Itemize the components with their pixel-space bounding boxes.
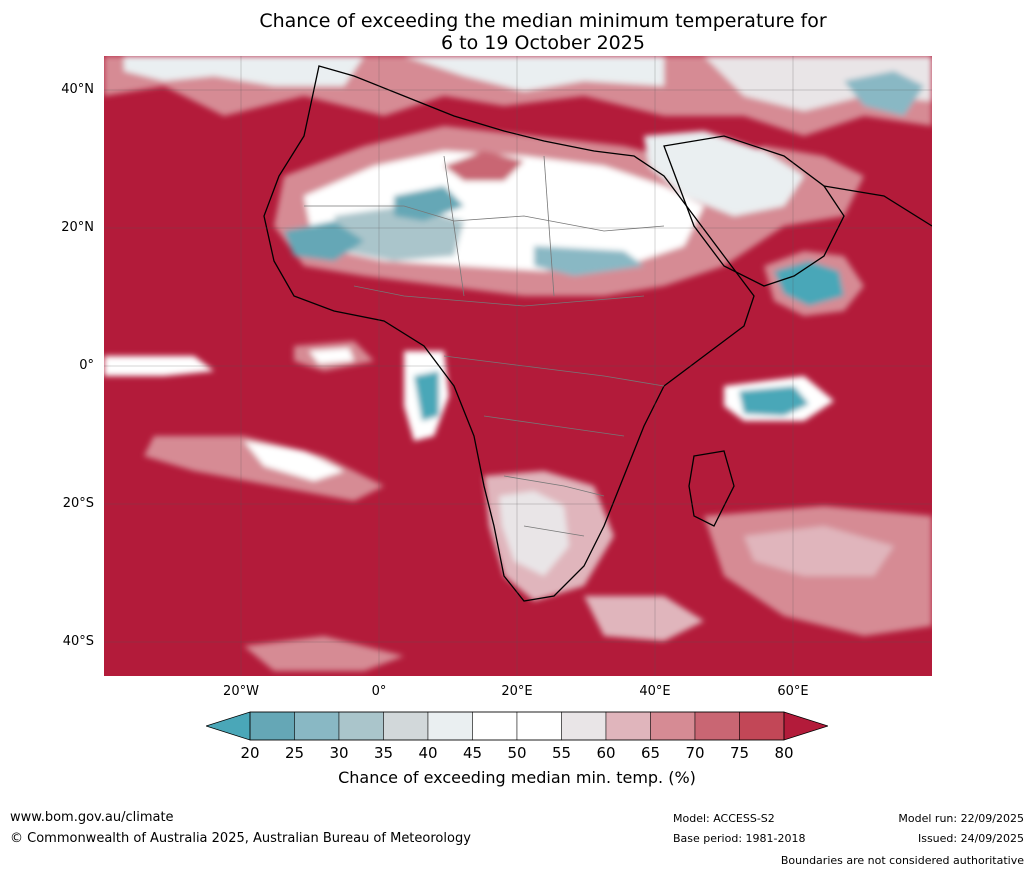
colorbar-tick-label: 55 bbox=[551, 744, 572, 762]
map-title: Chance of exceeding the median minimum t… bbox=[104, 10, 982, 54]
coastlines bbox=[263, 65, 932, 602]
colorbar-tick-label: 40 bbox=[418, 744, 438, 762]
colorbar-tick-label: 35 bbox=[373, 744, 394, 762]
colorbar-arrow-low bbox=[206, 712, 250, 740]
lat-label-20s: 20°S bbox=[62, 496, 94, 511]
colorbar-tick-label: 50 bbox=[507, 744, 527, 762]
lat-label-20n: 20°N bbox=[61, 220, 94, 235]
title-line-1: Chance of exceeding the median minimum t… bbox=[259, 10, 827, 32]
base-period-text: Base period: 1981-2018 bbox=[673, 832, 806, 845]
lat-label-0: 0° bbox=[79, 358, 94, 373]
colorbar-cell bbox=[249, 711, 295, 741]
colorbar-cell bbox=[338, 711, 384, 741]
colorbar-tick-label: 60 bbox=[596, 744, 616, 762]
graticule bbox=[104, 56, 932, 676]
colorbar bbox=[206, 711, 828, 741]
lon-label-20w: 20°W bbox=[223, 684, 259, 699]
colorbar-cell bbox=[650, 711, 696, 741]
country-borders bbox=[304, 155, 665, 537]
website-link[interactable]: www.bom.gov.au/climate bbox=[10, 810, 174, 825]
colorbar-tick-label: 75 bbox=[729, 744, 750, 762]
colorbar-tick-label: 30 bbox=[329, 744, 349, 762]
colorbar-cell bbox=[694, 711, 740, 741]
lon-label-40e: 40°E bbox=[639, 684, 671, 699]
issued-text: Issued: 24/09/2025 bbox=[917, 832, 1024, 845]
lon-label-20e: 20°E bbox=[501, 684, 533, 699]
colorbar-cells bbox=[206, 711, 828, 741]
copyright-text: © Commonwealth of Australia 2025, Austra… bbox=[10, 831, 471, 846]
colorbar-cell bbox=[605, 711, 651, 741]
model-text: Model: ACCESS-S2 bbox=[673, 812, 775, 825]
lon-label-60e: 60°E bbox=[777, 684, 809, 699]
map-canvas bbox=[104, 56, 932, 676]
model-run-text: Model run: 22/09/2025 bbox=[898, 812, 1024, 825]
colorbar-arrow-high bbox=[784, 712, 828, 740]
lon-label-0: 0° bbox=[371, 684, 387, 699]
colorbar-cell bbox=[516, 711, 562, 741]
title-line-2: 6 to 19 October 2025 bbox=[441, 32, 645, 54]
colorbar-cell bbox=[561, 711, 607, 741]
lat-label-40s: 40°S bbox=[62, 634, 94, 649]
colorbar-cell bbox=[472, 711, 518, 741]
colorbar-tick-label: 25 bbox=[284, 744, 305, 762]
colorbar-label: Chance of exceeding median min. temp. (%… bbox=[338, 768, 696, 787]
colorbar-tick-label: 65 bbox=[640, 744, 661, 762]
lat-label-40n: 40°N bbox=[61, 82, 94, 97]
colorbar-tick-label: 70 bbox=[685, 744, 705, 762]
probability-field bbox=[104, 56, 932, 671]
boundaries-note: Boundaries are not considered authoritat… bbox=[780, 854, 1024, 867]
colorbar-cell bbox=[427, 711, 473, 741]
colorbar-cell bbox=[383, 711, 429, 741]
colorbar-tick-label: 45 bbox=[462, 744, 483, 762]
colorbar-tick-label: 80 bbox=[774, 744, 794, 762]
colorbar-tick-label: 20 bbox=[240, 744, 260, 762]
forecast-map[interactable] bbox=[104, 56, 932, 676]
colorbar-cell bbox=[739, 711, 785, 741]
colorbar-cell bbox=[294, 711, 340, 741]
